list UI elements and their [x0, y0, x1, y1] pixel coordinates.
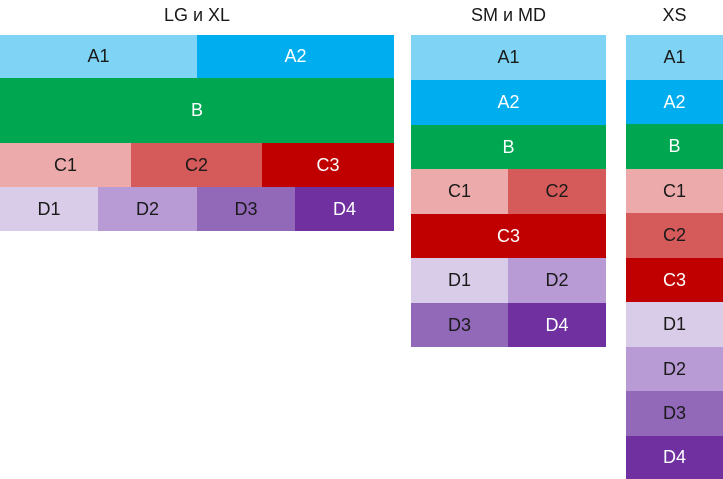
- cell-c3: C3: [626, 258, 723, 302]
- cell-d3: D3: [197, 187, 295, 231]
- panel-xs: XS A1 A2 B C1 C2 C3 D1 D2 D3 D4: [626, 0, 723, 479]
- cell-c2: C2: [508, 169, 606, 214]
- cell-c3: C3: [411, 214, 606, 258]
- cell-c1: C1: [0, 143, 131, 187]
- cell-d3: D3: [626, 391, 723, 436]
- cell-d2: D2: [98, 187, 197, 231]
- cell-d4: D4: [508, 303, 606, 347]
- panel-title: SM и MD: [470, 5, 547, 25]
- cell-d1: D1: [626, 302, 723, 347]
- cell-d3: D3: [411, 303, 508, 347]
- cell-a2: A2: [197, 35, 394, 78]
- cell-c3: C3: [262, 143, 394, 187]
- cell-a1: A1: [411, 35, 606, 80]
- cell-a1: A1: [626, 35, 723, 80]
- cell-a2: A2: [626, 80, 723, 124]
- cell-a2: A2: [411, 80, 606, 125]
- cell-d2: D2: [626, 347, 723, 391]
- cell-c1: C1: [411, 169, 508, 214]
- cell-a1: A1: [0, 35, 197, 78]
- panel-sm-md: SM и MD A1 A2 B C1 C2 C3 D1 D2 D3 D4: [411, 0, 606, 350]
- panel-title: LG и XL: [163, 5, 231, 25]
- cell-b: B: [0, 78, 394, 143]
- cell-b: B: [626, 124, 723, 169]
- cell-c2: C2: [131, 143, 262, 187]
- cell-d1: D1: [411, 258, 508, 303]
- panel-lg-xl: LG и XL A1 A2 B C1 C2 C3 D1 D2 D3 D4: [0, 0, 394, 232]
- cell-c1: C1: [626, 169, 723, 213]
- cell-c2: C2: [626, 213, 723, 258]
- cell-d4: D4: [626, 436, 723, 479]
- cell-d2: D2: [508, 258, 606, 303]
- cell-d1: D1: [0, 187, 98, 231]
- panel-title: XS: [662, 5, 687, 25]
- cell-d4: D4: [295, 187, 394, 231]
- cell-b: B: [411, 125, 606, 169]
